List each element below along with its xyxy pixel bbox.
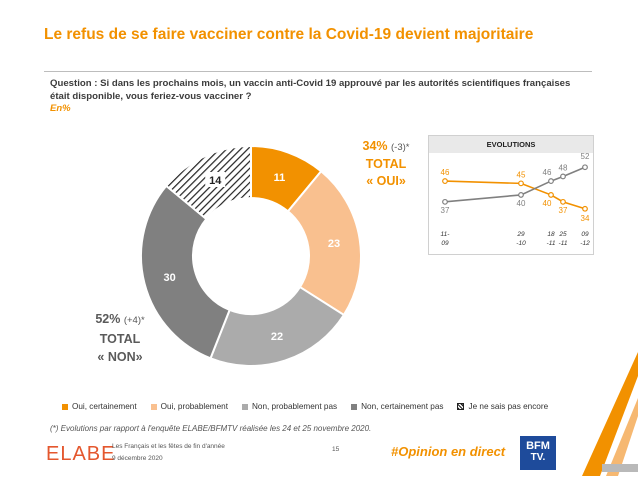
- unit-note: En%: [50, 103, 71, 114]
- evolution-point: [442, 198, 448, 205]
- evolution-point: [582, 205, 588, 212]
- data-label-oui-probablement: 23: [328, 238, 340, 250]
- legend-item-ne-sais-pas: Je ne sais pas encore: [457, 402, 548, 411]
- legend-label: Non, certainement pas: [361, 402, 444, 411]
- total-yes-callout: 34% (-3)* TOTAL « OUI»: [341, 138, 431, 190]
- evolution-x-tick-label: 18: [547, 231, 555, 238]
- slice-oui-probablement: [286, 169, 362, 317]
- evolution-point: [548, 192, 554, 198]
- bfmtv-logo-line1: BFM: [526, 440, 550, 452]
- chart-legend: Oui, certainement Oui, probablement Non,…: [62, 402, 548, 411]
- slice-non-certainement: [140, 184, 231, 360]
- legend-swatch: [241, 403, 248, 410]
- total-yes-change: (-3)*: [391, 142, 410, 153]
- evolution-x-tick-label: 09: [581, 231, 589, 238]
- evolution-value-label: 34: [581, 214, 590, 223]
- data-label-non-certainement: 30: [164, 272, 176, 284]
- total-no-callout: 52% (+4)* TOTAL « NON»: [70, 310, 170, 366]
- evolution-x-tick-label: -11: [547, 240, 556, 247]
- data-label-ne-sais-pas: 14: [209, 175, 222, 187]
- total-no-pct: 52%: [95, 312, 121, 326]
- total-yes-label2: « OUI»: [366, 174, 406, 188]
- evolution-point: [560, 198, 566, 205]
- evolution-point: [548, 178, 554, 184]
- footnote: (*) Evolutions par rapport à l'enquête E…: [50, 424, 372, 433]
- evolution-x-tick-label: 29: [516, 231, 525, 238]
- decorative-logo-mark: [582, 352, 638, 476]
- evolution-value-label: 37: [441, 206, 450, 215]
- total-yes-pct: 34%: [362, 139, 388, 153]
- legend-item-non-certainement: Non, certainement pas: [351, 402, 443, 411]
- evolution-value-label: 40: [517, 199, 526, 208]
- evolution-x-tick-label: 25: [558, 231, 567, 238]
- survey-question: Question : Si dans les prochains mois, u…: [50, 78, 571, 102]
- evolution-point: [582, 164, 588, 171]
- legend-label: Oui, probablement: [160, 402, 228, 411]
- slice-non-probablement: [209, 285, 346, 367]
- legend-swatch-hatched: [457, 403, 465, 410]
- legend-swatch: [351, 403, 358, 410]
- evolution-point: [560, 173, 566, 180]
- hashtag: #Opinion en direct: [391, 444, 506, 459]
- data-label-oui-certainement: 11: [274, 172, 286, 184]
- legend-label: Oui, certainement: [72, 402, 137, 411]
- bfmtv-logo-line2: TV.: [530, 452, 546, 463]
- evolutions-title: EVOLUTIONS: [429, 136, 593, 153]
- evolution-value-label: 52: [581, 152, 590, 161]
- legend-item-non-probablement: Non, probablement pas: [241, 402, 338, 411]
- legend-swatch: [62, 403, 68, 410]
- total-no-change: (+4)*: [123, 315, 145, 326]
- evolution-x-tick-label: -10: [516, 240, 526, 247]
- legend-label: Non, probablement pas: [251, 402, 338, 411]
- evolution-value-label: 37: [559, 206, 568, 215]
- page-title: Le refus de se faire vacciner contre la …: [44, 26, 534, 43]
- report-date: 9 décembre 2020: [112, 455, 163, 462]
- page-number: 15: [332, 446, 340, 453]
- legend-item-oui-certainement: Oui, certainement: [62, 402, 137, 411]
- total-no-label2: « NON»: [97, 350, 143, 364]
- total-yes-label1: TOTAL: [365, 157, 407, 171]
- evolution-x-tick-label: 11-: [441, 231, 451, 238]
- evolutions-panel: EVOLUTIONS 46 45 40 37 34 37 40 46 48 52 11- 09 29 -…: [428, 135, 594, 255]
- legend-label: Je ne sais pas encore: [468, 402, 549, 411]
- evolution-point: [518, 192, 524, 198]
- evolution-x-tick-label: 09: [441, 240, 449, 247]
- evolution-x-tick-label: -12: [580, 240, 590, 247]
- title-divider: [44, 71, 592, 72]
- evolution-value-label: 46: [441, 168, 450, 177]
- elabe-logo: ELABE: [46, 443, 116, 465]
- legend-item-oui-probablement: Oui, probablement: [150, 402, 228, 411]
- total-no-label1: TOTAL: [99, 332, 141, 346]
- evolution-value-label: 45: [517, 170, 526, 179]
- evolution-value-label: 48: [559, 163, 568, 172]
- report-subtitle: Les Français et les fêtes de fin d'année: [112, 443, 225, 450]
- evolution-x-tick-label: -11: [559, 240, 568, 247]
- bfmtv-logo: BFM TV.: [520, 436, 556, 470]
- legend-swatch: [150, 403, 157, 410]
- evolution-value-label: 40: [543, 199, 552, 208]
- evolution-point: [518, 180, 524, 187]
- evolution-point: [442, 178, 448, 184]
- data-label-non-probablement: 22: [271, 331, 283, 343]
- evolution-value-label: 46: [543, 168, 552, 177]
- data-label-bg: [205, 171, 226, 187]
